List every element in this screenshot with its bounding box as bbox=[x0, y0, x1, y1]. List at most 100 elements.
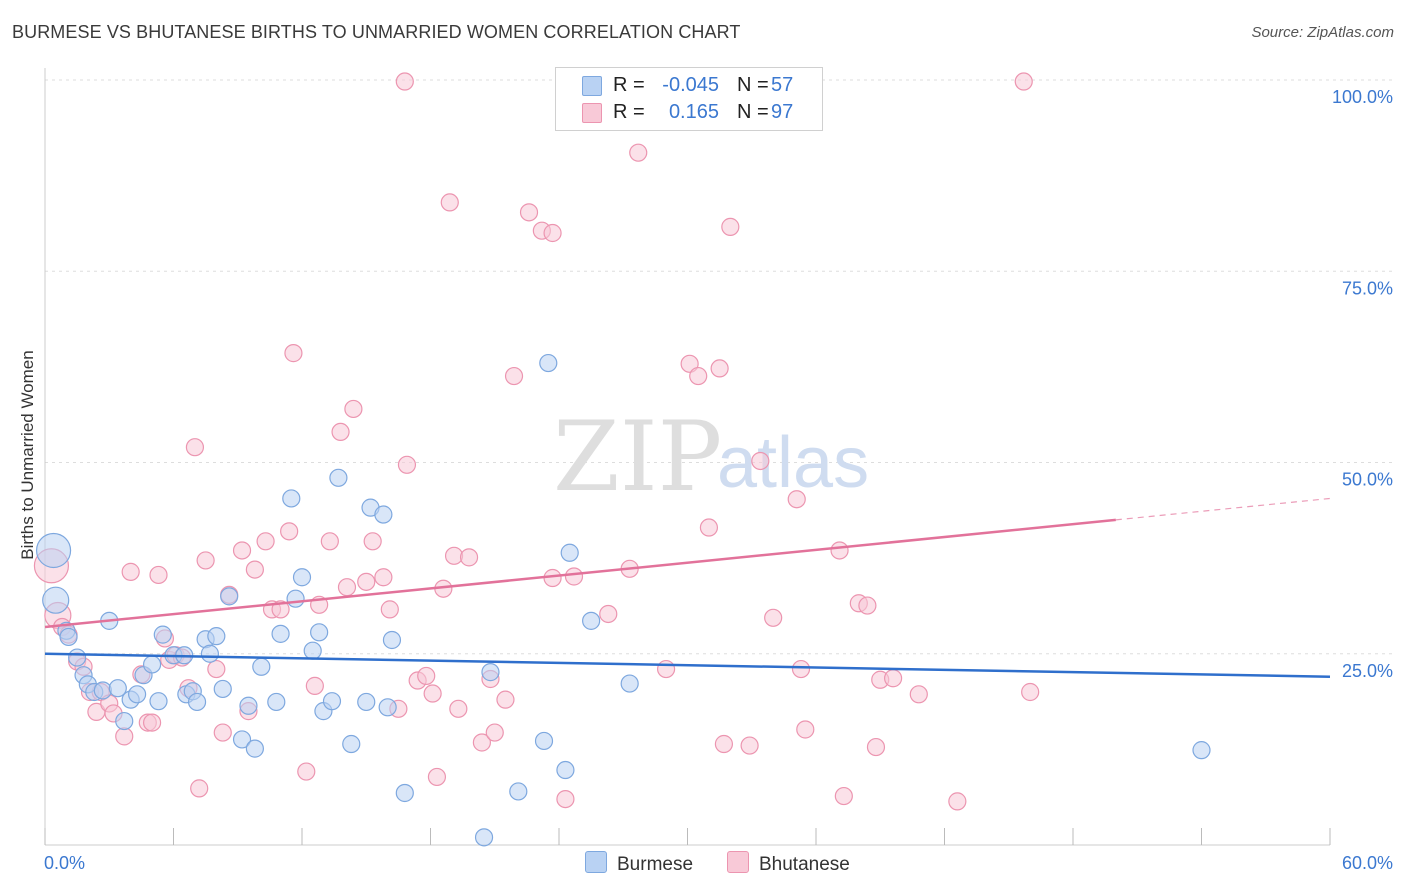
bhutanese-point bbox=[213, 723, 232, 742]
burmese-point bbox=[303, 641, 322, 660]
bhutanese-point bbox=[207, 659, 226, 679]
bhutanese-point bbox=[459, 548, 479, 567]
bhutanese-point bbox=[519, 203, 539, 222]
bhutanese-point bbox=[834, 786, 853, 806]
bhutanese-point bbox=[344, 399, 363, 419]
bhutanese-point bbox=[374, 568, 393, 587]
n-label: N = bbox=[737, 74, 769, 96]
burmese-legend-label: Burmese bbox=[617, 854, 694, 875]
burmese-point bbox=[357, 692, 376, 712]
burmese-point bbox=[142, 655, 162, 674]
bhutanese-point bbox=[883, 669, 903, 688]
bhutanese-point bbox=[787, 490, 806, 509]
burmese-point bbox=[149, 692, 168, 711]
bhutanese-point bbox=[271, 600, 290, 619]
legend-row-bhutanese: R = 0.165 N = 97 bbox=[556, 101, 822, 127]
bhutanese-point bbox=[245, 560, 264, 579]
bhutanese-point bbox=[444, 546, 464, 565]
bhutanese-point bbox=[115, 727, 134, 746]
y-tick-label: 25.0% bbox=[1342, 661, 1393, 681]
bhutanese-legend-label: Bhutanese bbox=[759, 854, 850, 875]
bhutanese-point bbox=[395, 72, 414, 91]
bhutanese-point bbox=[689, 366, 708, 386]
bhutanese-point bbox=[564, 567, 584, 586]
bhutanese-point bbox=[556, 789, 575, 809]
bhutanese-point bbox=[280, 522, 299, 541]
bhutanese-point bbox=[1021, 682, 1040, 702]
bhutanese-point bbox=[751, 451, 770, 471]
n-label: N = bbox=[737, 101, 769, 123]
burmese-point bbox=[35, 532, 72, 569]
burmese-point bbox=[560, 543, 579, 562]
burmese-point bbox=[239, 696, 258, 715]
y-tick-labels: 25.0% 50.0% 75.0% 100.0% bbox=[1332, 87, 1393, 681]
watermark-atlas: atlas bbox=[717, 423, 869, 503]
n-value: 57 bbox=[771, 74, 794, 96]
burmese-point bbox=[286, 589, 305, 608]
burmese-point bbox=[534, 731, 554, 751]
axes bbox=[44, 68, 1331, 846]
bhutanese-point bbox=[791, 659, 811, 679]
bhutanese-point bbox=[232, 541, 252, 560]
bhutanese-point bbox=[423, 684, 442, 703]
bhutanese-point bbox=[629, 143, 648, 162]
bhutanese-point bbox=[305, 676, 324, 695]
bhutanese-point bbox=[380, 600, 399, 619]
bhutanese-point bbox=[699, 518, 719, 537]
burmese-point bbox=[292, 568, 312, 587]
bhutanese-point bbox=[190, 779, 209, 798]
x-tick-label-max: 60.0% bbox=[1342, 853, 1393, 873]
bhutanese-point bbox=[656, 659, 676, 679]
burmese-point bbox=[108, 679, 127, 698]
burmese-point bbox=[481, 663, 500, 682]
burmese-point bbox=[556, 760, 575, 780]
burmese-point bbox=[115, 711, 134, 731]
burmese-point bbox=[42, 586, 70, 614]
burmese-point bbox=[207, 627, 226, 646]
burmese-point bbox=[245, 739, 264, 758]
burmese-point bbox=[539, 353, 558, 373]
burmese-point bbox=[93, 681, 112, 700]
bhutanese-point bbox=[721, 217, 740, 236]
chart-title: BURMESE VS BHUTANESE BIRTHS TO UNMARRIED… bbox=[12, 22, 741, 42]
bhutanese-point bbox=[599, 604, 618, 624]
watermark-zip: ZIP bbox=[553, 401, 722, 513]
bhutanese-point bbox=[427, 767, 447, 787]
burmese-trend-line bbox=[44, 652, 1331, 678]
burmese-point bbox=[1192, 741, 1211, 760]
burmese-point bbox=[200, 644, 220, 663]
bhutanese-point bbox=[284, 344, 303, 363]
bhutanese-point bbox=[121, 562, 140, 581]
bhutanese-point bbox=[948, 792, 967, 811]
y-tick-label: 100.0% bbox=[1332, 87, 1393, 107]
bhutanese-point bbox=[485, 723, 504, 742]
bhutanese-point bbox=[149, 565, 168, 585]
burmese-point bbox=[329, 468, 348, 487]
bhutanese-point bbox=[866, 737, 886, 757]
burmese-point bbox=[374, 505, 393, 524]
burmese-point bbox=[474, 828, 494, 847]
legend-row-burmese: R = -0.045 N = 57 bbox=[556, 74, 822, 100]
burmese-point bbox=[310, 623, 329, 642]
burmese-point bbox=[378, 698, 397, 717]
bhutanese-point bbox=[320, 532, 339, 551]
burmese-point bbox=[187, 692, 207, 712]
y-tick-label: 50.0% bbox=[1342, 470, 1393, 490]
bhutanese-point bbox=[363, 532, 382, 551]
bhutanese-point bbox=[1014, 72, 1033, 91]
legend-item-bhutanese[interactable]: Bhutanese bbox=[727, 851, 850, 876]
bhutanese-point bbox=[504, 366, 524, 386]
burmese-point bbox=[509, 782, 528, 801]
bhutanese-point bbox=[740, 736, 759, 755]
bhutanese-point bbox=[337, 578, 357, 597]
legend-item-burmese[interactable]: Burmese bbox=[585, 851, 693, 876]
r-label: R = bbox=[613, 101, 645, 123]
burmese-legend-swatch bbox=[585, 851, 607, 873]
bhutanese-point bbox=[764, 608, 783, 627]
burmese-point bbox=[252, 657, 271, 676]
bhutanese-point bbox=[196, 551, 215, 570]
trend-lines bbox=[44, 497, 1331, 678]
gridlines bbox=[45, 79, 1392, 655]
burmese-swatch bbox=[582, 76, 602, 96]
